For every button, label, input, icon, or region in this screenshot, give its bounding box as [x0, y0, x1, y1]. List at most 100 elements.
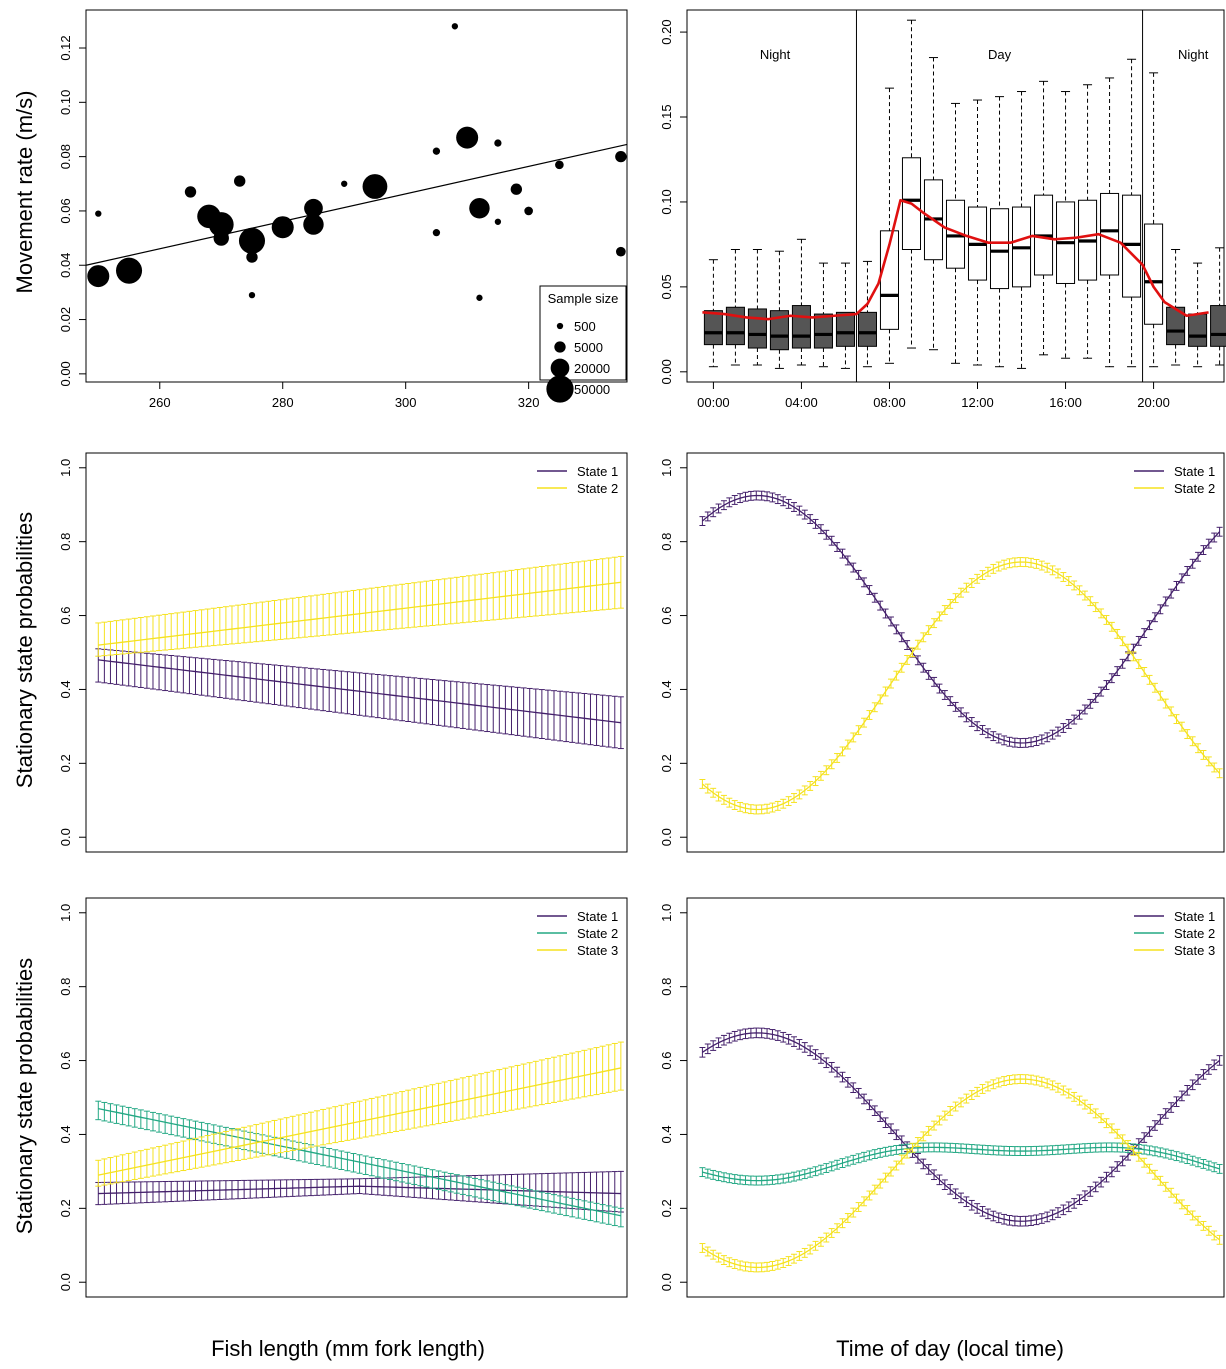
y-tick-label: 0.10: [659, 189, 674, 214]
y-tick-label: 0.4: [659, 1125, 674, 1143]
panel-stationary-2state-time: 0.0 0.2 0.4 0.6 0.8 1.0 State 1 State 2: [659, 452, 1225, 853]
plot-frame: [85, 452, 628, 853]
legend-label: 500: [574, 319, 596, 334]
legend-symbol: [554, 341, 566, 353]
data-point: [432, 147, 441, 155]
panels: 0.00 0.02 0.04 0.06 0.08 0.10 0.12 260 280 300 320…: [58, 9, 1226, 1298]
y-tick-label: 0.06: [58, 198, 73, 223]
y-tick-label: 0.6: [659, 607, 674, 625]
y-tick-label: 0.05: [659, 274, 674, 299]
legend-label: State 1: [1174, 909, 1215, 924]
box: [1100, 192, 1120, 276]
legend-label: State 1: [577, 909, 618, 924]
data-point: [303, 214, 324, 235]
plot-frame: [686, 897, 1225, 1298]
data-point: [510, 183, 523, 195]
x-tick-label: 300: [395, 395, 417, 410]
data-point: [362, 174, 388, 199]
data-point: [451, 23, 459, 30]
y-tick-label: 1.0: [659, 904, 674, 922]
series-line: [701, 561, 1221, 811]
data-point: [456, 126, 479, 149]
y-tick-label: 0.10: [58, 90, 73, 115]
x-tick-label: 00:00: [697, 395, 730, 410]
y-tick-label: 0.8: [659, 978, 674, 996]
box: [989, 208, 1010, 290]
y-tick-label: 0.6: [58, 607, 73, 625]
data-point: [95, 210, 102, 217]
plot-frame: [686, 452, 1225, 853]
y-tick-label: 0.00: [659, 359, 674, 384]
y-tick-label: 0.4: [659, 680, 674, 698]
data-point: [615, 150, 627, 163]
panel-movement-vs-time: 0.00 0.05 0.10 0.15 0.20 00:00 04:00 08:00 12:00…: [659, 9, 1226, 410]
y-tick-label: 1.0: [58, 904, 73, 922]
legend-label: State 3: [1174, 943, 1215, 958]
data-point: [271, 216, 294, 239]
legend-label: State 1: [577, 464, 618, 479]
y-tick-label: 0.00: [58, 361, 73, 386]
y-tick-label: 0.2: [659, 1199, 674, 1217]
y-tick-label: 0.6: [659, 1052, 674, 1070]
y-tick-label: 0.4: [58, 680, 73, 698]
y-tick-label: 0.6: [58, 1052, 73, 1070]
legend-symbol: [546, 375, 574, 403]
x-tick-label: 320: [518, 395, 540, 410]
y-tick-label: 0.02: [58, 307, 73, 332]
box: [747, 308, 767, 349]
y-tick-label: 0.0: [58, 828, 73, 846]
legend-label: State 2: [1174, 481, 1215, 496]
y-axis-label-movement: Movement rate (m/s): [12, 91, 37, 294]
data-point: [116, 257, 143, 284]
data-point: [469, 197, 490, 219]
x-axis-label-length: Fish length (mm fork length): [211, 1336, 485, 1361]
panel-movement-vs-length: 0.00 0.02 0.04 0.06 0.08 0.10 0.12 260 280 300 320…: [58, 9, 628, 410]
data-point: [341, 180, 348, 187]
panel-stationary-3state-length: 0.0 0.2 0.4 0.6 0.8 1.0 State 1 State 2 State 3: [58, 897, 628, 1298]
legend-label: 5000: [574, 340, 603, 355]
data-point: [476, 294, 483, 301]
box: [1188, 313, 1208, 347]
data-point: [238, 227, 266, 254]
y-tick-label: 0.12: [58, 35, 73, 60]
box: [1210, 305, 1226, 347]
data-point: [524, 206, 533, 216]
period-label: Day: [988, 47, 1012, 62]
y-tick-label: 1.0: [58, 459, 73, 477]
box: [725, 306, 745, 346]
data-point: [304, 198, 323, 218]
x-tick-label: 04:00: [785, 395, 818, 410]
series-line: [701, 494, 1221, 744]
data-point: [494, 139, 502, 147]
y-tick-label: 0.08: [58, 144, 73, 169]
y-tick-label: 0.04: [58, 253, 73, 278]
y-tick-label: 0.0: [659, 1273, 674, 1291]
x-tick-label: 280: [272, 395, 294, 410]
data-point: [616, 246, 626, 257]
x-tick-label: 20:00: [1137, 395, 1170, 410]
legend-symbol: [550, 358, 570, 378]
y-tick-label: 0.0: [659, 828, 674, 846]
legend-label: State 2: [1174, 926, 1215, 941]
y-tick-label: 0.0: [58, 1273, 73, 1291]
data-point: [248, 291, 256, 299]
y-tick-label: 0.8: [58, 533, 73, 551]
y-tick-label: 0.2: [58, 1199, 73, 1217]
y-axis-label-stationary-b: Stationary state probabilities: [12, 958, 37, 1234]
regression-line: [85, 143, 628, 266]
y-tick-label: 0.8: [659, 533, 674, 551]
legend-symbol: [556, 322, 564, 330]
box: [835, 311, 855, 347]
data-point: [555, 160, 564, 170]
y-tick-label: 0.4: [58, 1125, 73, 1143]
y-tick-label: 0.2: [659, 754, 674, 772]
x-tick-label: 260: [149, 395, 171, 410]
data-point: [494, 218, 502, 225]
period-label: Night: [760, 47, 791, 62]
legend-label: State 1: [1174, 464, 1215, 479]
x-tick-label: 08:00: [873, 395, 906, 410]
data-point: [234, 175, 246, 187]
y-tick-label: 1.0: [659, 459, 674, 477]
box: [1144, 223, 1164, 325]
